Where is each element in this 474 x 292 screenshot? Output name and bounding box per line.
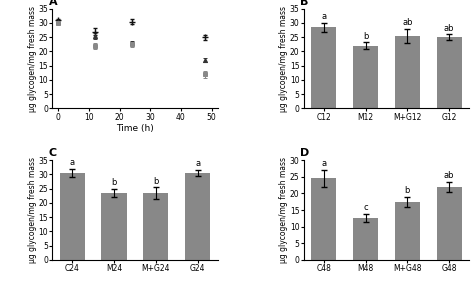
Bar [101,193,127,260]
Bar [437,37,462,108]
Text: A: A [49,0,57,7]
Text: a: a [321,159,327,168]
Text: a: a [70,158,75,167]
Text: b: b [153,177,158,186]
Bar [185,173,210,260]
Text: b: b [363,32,368,41]
Y-axis label: μg glycogen/mg fresh mass: μg glycogen/mg fresh mass [280,6,289,112]
Bar [311,178,337,260]
Text: ab: ab [444,24,455,33]
Bar [395,202,420,260]
Bar [353,46,378,108]
Bar [395,36,420,108]
Bar [60,173,85,260]
Text: C: C [49,148,57,158]
Text: ab: ab [444,171,455,180]
Text: c: c [363,204,368,212]
Text: a: a [321,12,327,21]
Y-axis label: μg glycogen/mg fresh mass: μg glycogen/mg fresh mass [28,157,37,263]
Bar [143,193,168,260]
Y-axis label: μg glycogen/mg fresh mass: μg glycogen/mg fresh mass [280,157,289,263]
Bar [353,218,378,260]
Text: D: D [301,148,310,158]
Text: b: b [111,178,117,187]
Text: b: b [405,186,410,195]
Text: B: B [301,0,309,7]
Y-axis label: μg glycogen/mg fresh mass: μg glycogen/mg fresh mass [28,6,37,112]
X-axis label: Time (h): Time (h) [116,124,154,133]
Bar [437,187,462,260]
Bar [311,27,337,108]
Text: ab: ab [402,18,413,27]
Text: a: a [195,159,200,168]
